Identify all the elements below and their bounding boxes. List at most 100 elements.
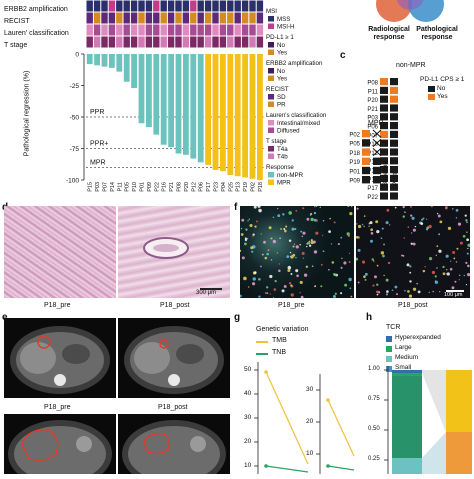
panel-h-legend-medium: Medium	[395, 354, 419, 361]
panel-c-title: non-MPR	[396, 62, 426, 69]
he-image-pre	[4, 206, 116, 298]
mif-cell	[244, 238, 248, 242]
panel-c-cell-baseline	[380, 139, 388, 147]
oncoprint-cell	[227, 36, 234, 48]
mif-cell	[465, 261, 468, 264]
mif-cell	[347, 205, 350, 208]
panel-c-legend-yes: Yes	[437, 93, 448, 100]
mif-cell	[407, 290, 410, 293]
mif-cell	[446, 273, 448, 275]
mif-cell	[333, 273, 337, 277]
mif-cell	[370, 239, 373, 243]
panel-c-mpr-cell-post	[373, 166, 381, 175]
oncoprint-cell	[93, 36, 101, 48]
panel-h-legend-hyper: Hyperexpanded	[395, 334, 441, 341]
mif-cell	[239, 294, 242, 298]
oncoprint-cell	[123, 0, 130, 12]
panel-c-patient-label: P11	[368, 89, 379, 95]
mif-cell	[300, 295, 304, 299]
response-circles-svg	[376, 0, 444, 22]
oncoprint-cell	[227, 24, 234, 36]
mif-cell	[355, 257, 359, 261]
panel-g-tick-20: 20	[244, 438, 252, 445]
mif-post-cells	[355, 205, 471, 298]
mif-cell	[283, 227, 286, 230]
oncoprint-cell	[160, 36, 167, 48]
mif-cell	[356, 223, 358, 225]
legend-swatch	[268, 172, 274, 178]
oncoprint-cell	[212, 12, 219, 24]
panel-c-patient-label: P08	[367, 81, 378, 87]
waterfall-ytick-label: -50	[70, 115, 80, 122]
mif-cell	[341, 257, 343, 259]
mif-cell	[294, 227, 297, 231]
mif-cell	[442, 265, 445, 269]
oncoprint-cell	[227, 12, 234, 24]
mif-cell	[422, 217, 425, 220]
oncoprint-cell	[234, 0, 241, 12]
mif-cell	[456, 247, 459, 250]
mif-cell	[406, 263, 410, 267]
mif-cell	[283, 284, 287, 288]
mif-cell	[287, 265, 292, 270]
panel-g-letter: g	[234, 312, 241, 323]
mif-cell	[291, 219, 294, 222]
oncoprint-cell	[108, 0, 116, 12]
panel-c-mpr-cell-baseline	[362, 176, 370, 184]
mif-cell	[309, 214, 312, 216]
waterfall-xtick-label: P20	[184, 182, 190, 192]
panel-c-patient-label: P03	[367, 116, 378, 122]
legend-swatch	[268, 127, 274, 133]
mif-cell	[442, 272, 446, 276]
mif-cell	[403, 237, 405, 239]
mif-cell	[295, 256, 297, 259]
mif-cell	[299, 280, 303, 285]
mif-cell	[264, 256, 268, 260]
oncoprint-cell	[86, 0, 93, 12]
mif-cell	[340, 266, 343, 269]
mif-cell	[407, 226, 410, 229]
panel-c-cell-baseline	[380, 104, 388, 112]
mif-cell	[292, 253, 296, 257]
panel-c-mpr-cell-baseline	[362, 166, 370, 175]
panel-c-cell-post	[390, 148, 398, 156]
oncoprint-cell	[190, 12, 197, 24]
oncoprint-cell	[101, 0, 108, 12]
he-post-vessel	[143, 237, 189, 259]
oncoprint-cell	[101, 12, 108, 24]
mif-cell	[285, 225, 288, 228]
mif-cell	[288, 281, 292, 285]
legend-item-label: Diffused	[277, 128, 300, 135]
mif-cell	[383, 243, 385, 246]
mif-cell	[361, 223, 364, 226]
mif-cell	[364, 278, 367, 281]
waterfall-bar	[220, 54, 226, 172]
waterfall-xtick-label: P21	[169, 182, 175, 192]
panel-g-legend-tmb: TMB	[272, 337, 287, 344]
oncoprint-cell	[130, 0, 138, 12]
mif-cell	[435, 254, 438, 257]
mif-pre-cells	[238, 204, 353, 299]
mif-cell	[402, 254, 405, 257]
mif-cell	[458, 278, 460, 281]
mif-cell	[244, 237, 247, 240]
mif-cell	[414, 225, 417, 228]
mif-cell	[241, 218, 245, 222]
oncoprint-cell	[153, 24, 160, 36]
panel-g-title: Genetic variation	[256, 326, 309, 333]
mif-cell	[282, 213, 285, 216]
panel-h-plot	[368, 362, 474, 474]
waterfall-xtick-label: P08	[177, 182, 183, 192]
mif-cell	[255, 220, 258, 223]
waterfall-refline-label: PPR	[90, 109, 104, 116]
ct-pre-2-svg	[8, 420, 112, 479]
panel-c-cell-post	[390, 192, 398, 200]
oncoprint-cell	[145, 12, 153, 24]
mif-cell	[315, 205, 318, 208]
mif-cell	[361, 260, 366, 264]
waterfall-bar	[131, 54, 137, 89]
mif-cell	[313, 218, 317, 222]
panel-c-cell-baseline	[380, 86, 388, 94]
mif-cell	[430, 205, 433, 208]
oncoprint-cell	[160, 12, 167, 24]
